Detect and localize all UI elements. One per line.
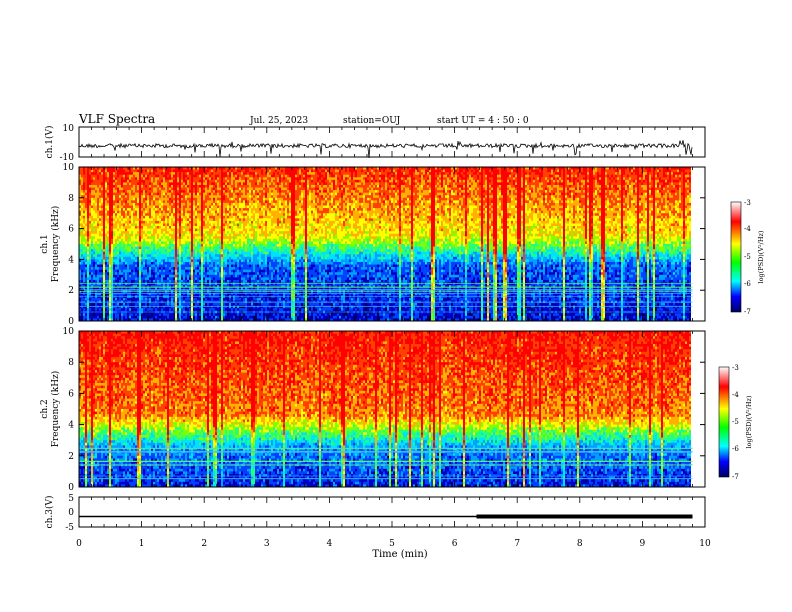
ytick-label: 4 <box>68 421 74 431</box>
time-tick-label: 4 <box>327 539 333 549</box>
ch1-colorbar-tick-m6: -6 <box>744 280 751 288</box>
ch1-colorbar-tick-m4: -4 <box>744 225 751 233</box>
time-tick-label: 9 <box>640 539 646 549</box>
ch1-waveform-ytick-top: 10 <box>63 124 75 134</box>
ytick-label: 10 <box>63 163 75 173</box>
ch2-colorbar-tick-m7: -7 <box>732 473 739 481</box>
ytick-label: 6 <box>68 389 74 399</box>
ch2-colorbar-tick-m6: -6 <box>732 445 739 453</box>
time-axis-labels: 0 1 2 3 4 5 6 7 8 9 10 <box>76 539 711 549</box>
ch2-colorbar-tick-m3: -3 <box>732 364 739 372</box>
ch1-waveform-ylabel: ch.1(V) <box>44 126 55 159</box>
figure-title: VLF Spectra <box>78 112 155 126</box>
ch1-colorbar: -3 -4 -5 -6 -7 log(PSD)(V²/Hz) <box>731 199 765 316</box>
time-tick-label: 5 <box>389 539 395 549</box>
ytick-label: 2 <box>68 452 74 462</box>
ch1-colorbar-bar <box>731 202 741 312</box>
ch2-colorbar-tick-m4: -4 <box>732 391 739 399</box>
ch1-colorbar-tick-m7: -7 <box>744 308 751 316</box>
time-tick-label: 6 <box>452 539 458 549</box>
time-tick-label: 0 <box>76 539 82 549</box>
ch1-spectrogram-ylabel: ch.1 <box>40 234 50 253</box>
time-tick-label: 7 <box>514 539 520 549</box>
ytick-label: 2 <box>68 286 74 296</box>
ytick-label: 4 <box>68 255 74 265</box>
time-tick-label: 8 <box>577 539 583 549</box>
ch3-ylabel: ch.3(V) <box>44 496 55 529</box>
ch3-ytick-bottom: -5 <box>65 523 74 533</box>
ch1-colorbar-tick-m3: -3 <box>744 199 751 207</box>
time-tick-label: 2 <box>201 539 207 549</box>
date-label: Jul. 25, 2023 <box>249 116 308 126</box>
time-tick-label: 10 <box>699 539 711 549</box>
start-time-label: start UT = 4 : 50 : 0 <box>437 116 529 126</box>
ytick-label: 8 <box>68 194 74 204</box>
ch2-colorbar-label: log(PSD)(V²/Hz) <box>745 395 753 448</box>
ch2-colorbar-tick-m5: -5 <box>732 418 739 426</box>
time-tick-label: 1 <box>139 539 145 549</box>
ch2-spectrogram-image <box>79 331 692 487</box>
ch1-waveform-ytick-bottom: -10 <box>60 153 75 163</box>
ch2-spectrogram-ylabel: ch.2 <box>40 399 50 418</box>
ch3-ytick-mid: 0 <box>68 508 74 518</box>
ytick-label: 0 <box>68 483 74 493</box>
ytick-label: 6 <box>68 225 74 235</box>
ch1-waveform-panel: 10 -10 ch.1(V) <box>44 124 705 163</box>
ch2-colorbar-bar <box>719 367 729 477</box>
ch2-spectrogram-panel: 0 2 4 6 8 10 ch.2 Frequency (kHz) <box>40 327 705 493</box>
ch3-ytick-top: 5 <box>68 494 74 504</box>
ch1-spectrogram-ylabel-frequency: Frequency (kHz) <box>50 206 61 283</box>
time-axis-title: Time (min) <box>372 549 427 560</box>
ch3-panel: 5 0 -5 ch.3(V) <box>44 494 705 533</box>
ch1-colorbar-tick-m5: -5 <box>744 253 751 261</box>
ch1-colorbar-label: log(PSD)(V²/Hz) <box>757 230 765 283</box>
ch2-spectrogram-ylabel-frequency: Frequency (kHz) <box>50 371 61 448</box>
time-tick-label: 3 <box>264 539 270 549</box>
ch1-spectrogram-image <box>79 167 692 321</box>
station-label: station=OUJ <box>343 116 401 126</box>
ytick-label: 0 <box>68 317 74 327</box>
ytick-label: 10 <box>63 327 75 337</box>
ytick-label: 8 <box>68 358 74 368</box>
ch2-colorbar: -3 -4 -5 -6 -7 log(PSD)(V²/Hz) <box>719 364 753 481</box>
ch1-spectrogram-panel: 0 2 4 6 8 10 ch.1 Frequency (kHz) <box>40 163 705 327</box>
